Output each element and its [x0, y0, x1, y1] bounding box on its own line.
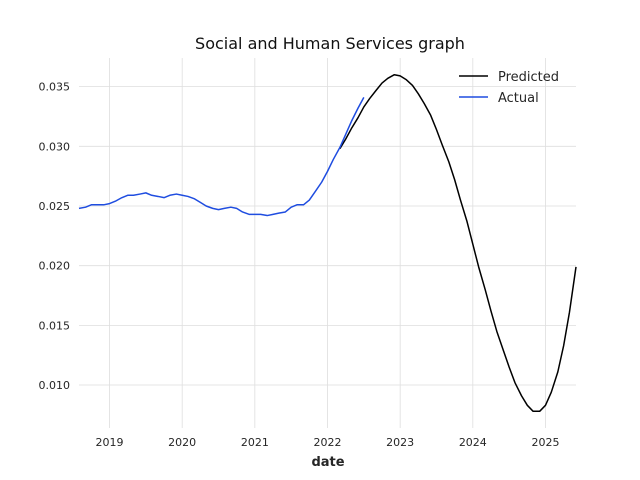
x-axis-label: date — [311, 455, 344, 470]
y-tick-label: 0.030 — [39, 140, 71, 153]
x-tick-label: 2021 — [241, 436, 269, 449]
series-layer — [78, 73, 577, 413]
y-tick-label: 0.025 — [39, 200, 71, 213]
series-line-actual — [78, 97, 365, 217]
legend: Predicted Actual — [459, 70, 559, 106]
y-tick-label: 0.015 — [39, 319, 71, 332]
y-tick-label: 0.035 — [39, 81, 71, 94]
x-tick-label: 2025 — [531, 436, 559, 449]
legend-label-actual: Actual — [498, 91, 539, 106]
y-tick-label: 0.010 — [39, 379, 71, 392]
grid-layer — [79, 58, 576, 428]
x-tick-label: 2020 — [168, 436, 196, 449]
legend-label-predicted: Predicted — [498, 70, 559, 85]
x-tick-label: 2022 — [314, 436, 342, 449]
tick-layer: 2019 2020 2021 2022 2023 2024 2025 0.010 0.015 0.… — [39, 81, 560, 449]
x-tick-label: 2023 — [386, 436, 414, 449]
series-line-predicted — [339, 73, 577, 413]
x-tick-label: 2024 — [459, 436, 487, 449]
x-tick-label: 2019 — [96, 436, 124, 449]
y-tick-label: 0.020 — [39, 260, 71, 273]
chart-title: Social and Human Services graph — [195, 34, 465, 53]
